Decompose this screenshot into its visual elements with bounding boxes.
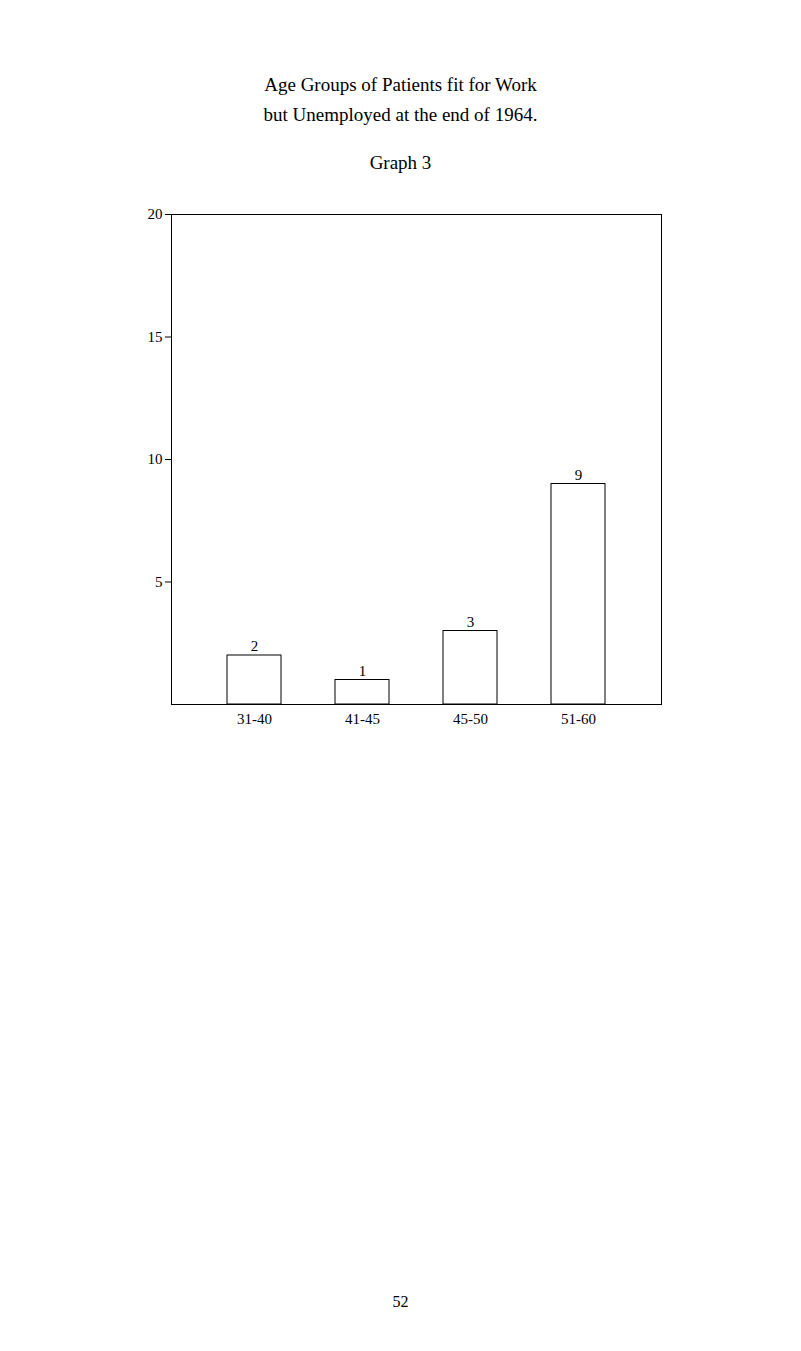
- svg-text:51-60: 51-60: [561, 711, 596, 727]
- svg-text:31-40: 31-40: [237, 711, 272, 727]
- svg-text:15: 15: [147, 329, 162, 345]
- svg-text:10: 10: [147, 451, 162, 467]
- html-text:but Unemployed at the end of 1: but Unemployed at the end of 1964.: [263, 104, 538, 125]
- svg-text:3: 3: [466, 614, 474, 630]
- html-text:52: 52: [392, 1293, 409, 1310]
- svg-text:2: 2: [250, 638, 258, 654]
- svg-text:41-45: 41-45: [345, 711, 380, 727]
- svg-text:1: 1: [358, 663, 366, 679]
- svg-text:20: 20: [147, 206, 162, 222]
- svg-text:5: 5: [155, 574, 163, 590]
- svg-text:45-50: 45-50: [453, 711, 488, 727]
- svg-text:9: 9: [574, 467, 582, 483]
- html-text:Graph 3: Graph 3: [369, 152, 432, 173]
- html-text:Age Groups of Patients fit for: Age Groups of Patients fit for Work: [264, 74, 537, 95]
